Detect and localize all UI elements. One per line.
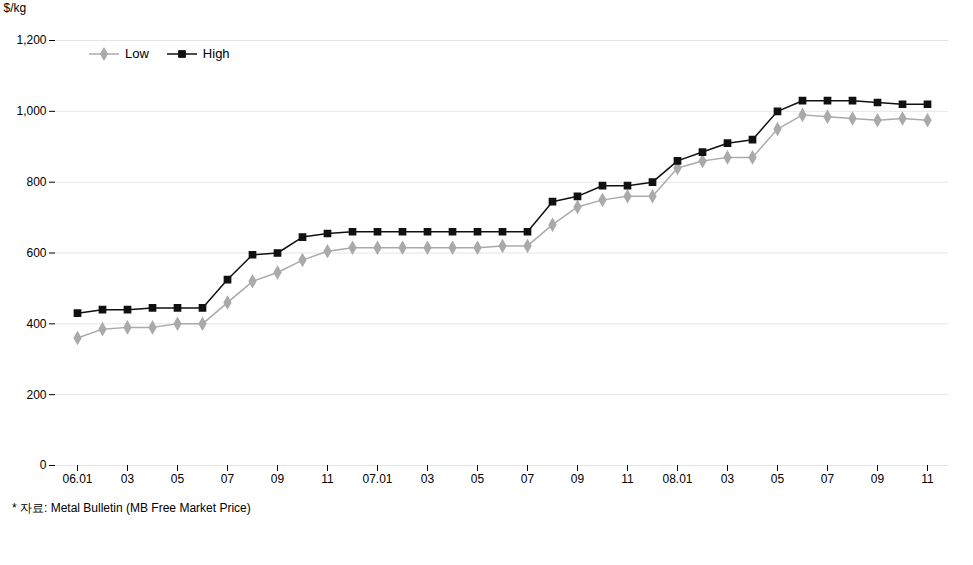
svg-text:200: 200 [26,388,46,402]
svg-text:400: 400 [26,317,46,331]
svg-text:$/kg: $/kg [4,1,27,15]
html-text:Low: Low [125,46,149,61]
html-text:* 자료: Metal Bulletin (MB Free: * 자료: Metal Bulletin (MB Free Market Pri… [12,501,251,515]
svg-text:03: 03 [121,472,135,486]
svg-text:05: 05 [171,472,185,486]
svg-text:03: 03 [421,472,435,486]
svg-text:1,000: 1,000 [16,104,46,118]
svg-text:05: 05 [771,472,785,486]
svg-text:07: 07 [521,472,535,486]
svg-text:08.01: 08.01 [662,472,692,486]
svg-text:06.01: 06.01 [62,472,92,486]
svg-text:1,200: 1,200 [16,33,46,47]
svg-text:07: 07 [821,472,835,486]
html-text:High: High [202,46,230,61]
svg-text:09: 09 [871,472,885,486]
svg-text:600: 600 [26,246,46,260]
svg-text:11: 11 [621,472,634,486]
svg-text:11: 11 [321,472,334,486]
svg-text:09: 09 [271,472,285,486]
svg-text:0: 0 [40,458,47,472]
svg-text:07: 07 [221,472,235,486]
svg-text:05: 05 [471,472,485,486]
svg-text:03: 03 [721,472,735,486]
svg-text:800: 800 [26,175,46,189]
svg-text:11: 11 [921,472,934,486]
svg-text:09: 09 [571,472,585,486]
svg-text:07.01: 07.01 [362,472,392,486]
